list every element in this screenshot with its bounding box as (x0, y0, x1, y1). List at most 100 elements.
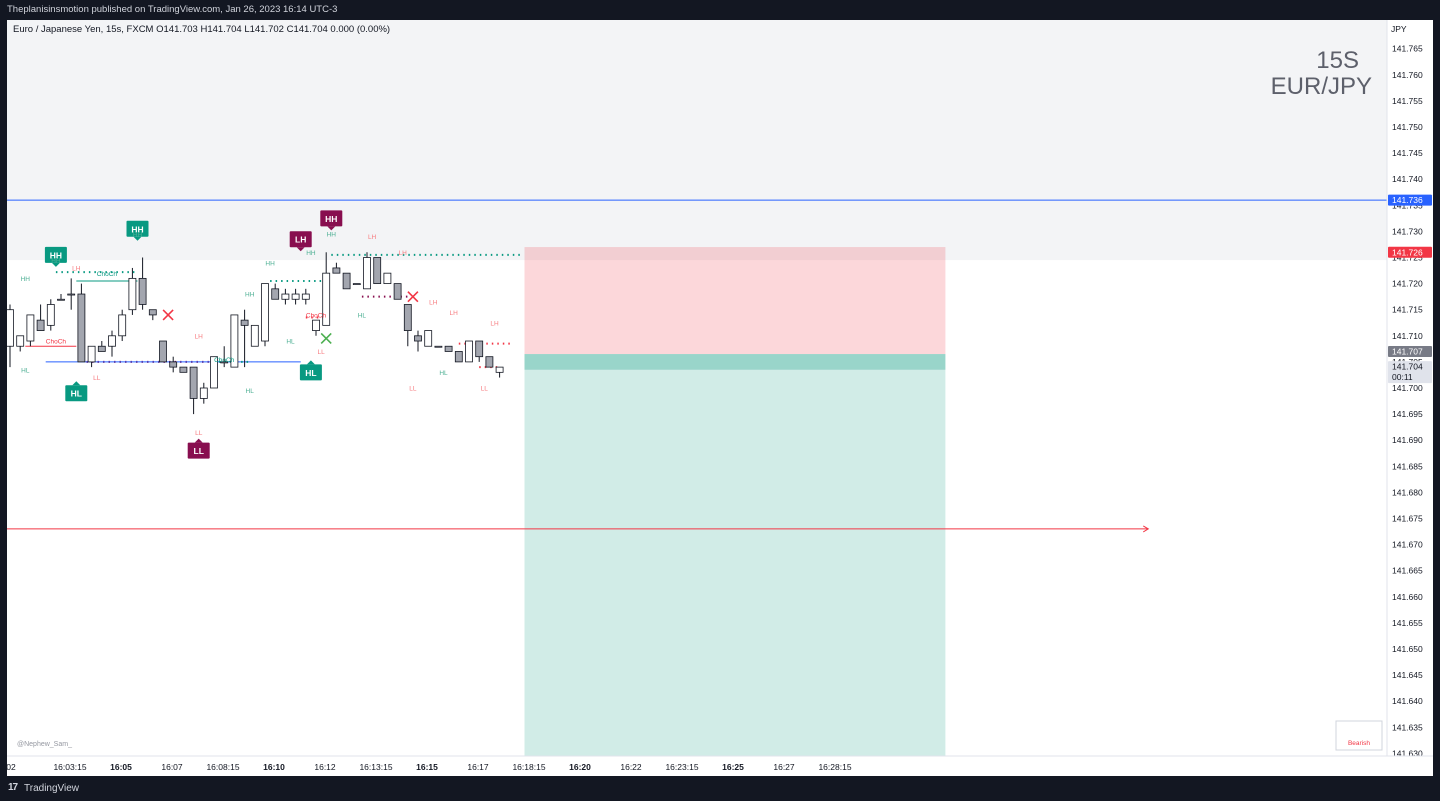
candle-body (352, 283, 361, 286)
badge-label: HH (50, 250, 62, 260)
candle[interactable] (495, 366, 504, 378)
candle[interactable] (138, 257, 147, 310)
price-chart[interactable]: HHHHHLLHHHHLLLHHHHHHHHHHHHHHLHLHLHLHLHLH… (7, 20, 1433, 776)
author-handle: @Nephew_Sam_ (17, 741, 72, 748)
candle[interactable] (332, 262, 341, 274)
price-axis[interactable] (1387, 20, 1433, 776)
y-tick-label: 141.635 (1392, 722, 1423, 732)
candle-body (7, 309, 14, 347)
candle-body (97, 345, 106, 352)
y-tick-label: 141.640 (1392, 696, 1423, 706)
candle[interactable] (169, 356, 178, 373)
swing-tag: HH (51, 258, 61, 265)
candle[interactable] (148, 309, 157, 321)
swing-tag: LH (72, 266, 81, 273)
candle-body (57, 298, 65, 301)
price-label-bg-0 (1388, 194, 1432, 206)
x-tick-label: 16:07 (161, 762, 183, 772)
candle-body (26, 314, 35, 342)
candle[interactable] (240, 309, 249, 368)
candle[interactable] (26, 314, 35, 347)
candle[interactable] (383, 272, 392, 285)
candle[interactable] (465, 340, 473, 363)
candle-body (403, 304, 412, 331)
swing-tag: LL (409, 386, 417, 393)
swing-tag: LH (490, 320, 499, 327)
candle-body (281, 293, 290, 300)
candle[interactable] (291, 288, 300, 305)
candle[interactable] (108, 330, 116, 357)
candle[interactable] (220, 346, 229, 368)
candle[interactable] (271, 283, 280, 300)
candle[interactable] (342, 272, 351, 290)
candle[interactable] (179, 366, 188, 373)
candle[interactable] (7, 304, 14, 368)
candle[interactable] (444, 345, 453, 352)
x-tick-label: 02 (7, 762, 16, 772)
candle[interactable] (128, 267, 137, 315)
badge-label: LL (194, 446, 204, 456)
candle[interactable] (393, 283, 402, 300)
x-tick-label: 16:23:15 (665, 762, 698, 772)
candle[interactable] (363, 252, 371, 290)
candle-body (261, 283, 269, 342)
badge-pointer-icon (296, 247, 305, 252)
candle-body (46, 304, 55, 326)
candle[interactable] (67, 278, 76, 310)
candle[interactable] (434, 345, 443, 348)
swing-tag: LL (317, 349, 325, 356)
candle-body (108, 335, 116, 347)
tradingview-brand: TradingView (24, 783, 80, 794)
candle-body (363, 257, 371, 290)
badge-bg (44, 246, 67, 263)
candle[interactable] (97, 341, 106, 352)
candle[interactable] (57, 294, 65, 301)
price-label: 141.707 (1392, 346, 1423, 356)
level-arrow-icon (1143, 525, 1150, 533)
candle[interactable] (352, 283, 361, 286)
candle[interactable] (36, 304, 45, 331)
badge-pointer-icon (133, 236, 142, 241)
candle[interactable] (261, 283, 269, 347)
candle[interactable] (281, 288, 290, 305)
swing-tag: ChoCh (97, 271, 118, 278)
candle[interactable] (250, 324, 259, 347)
swing-tag: LH (368, 234, 377, 241)
candle[interactable] (77, 283, 86, 363)
candle[interactable] (373, 257, 382, 285)
swing-tag: HH (21, 276, 31, 283)
candle[interactable] (301, 288, 310, 305)
candle[interactable] (454, 351, 463, 363)
candle[interactable] (87, 345, 96, 368)
candle[interactable] (46, 299, 55, 331)
candle[interactable] (475, 340, 484, 362)
candle[interactable] (322, 252, 331, 326)
candle[interactable] (485, 356, 494, 368)
candle[interactable] (118, 309, 127, 342)
swing-tag: ChoCh (306, 313, 327, 320)
candle-body (189, 366, 198, 399)
cross-icon (320, 332, 332, 344)
symbol-legend[interactable]: Euro / Japanese Yen, 15s, FXCM O141.703 … (13, 24, 390, 35)
candle[interactable] (159, 340, 167, 363)
candle[interactable] (199, 382, 208, 404)
candle[interactable] (210, 356, 218, 389)
candle[interactable] (16, 335, 25, 352)
swing-tag: HL (286, 339, 295, 346)
candle[interactable] (312, 319, 320, 336)
candle[interactable] (424, 330, 433, 347)
time-axis[interactable] (7, 756, 1433, 776)
y-tick-label: 141.630 (1392, 748, 1423, 758)
y-tick-label: 141.675 (1392, 513, 1423, 523)
badge-bg (187, 442, 210, 459)
y-tick-label: 141.665 (1392, 566, 1423, 576)
candle[interactable] (230, 314, 239, 368)
candle-body (465, 340, 473, 363)
swing-badge: LH (289, 231, 312, 252)
swing-tag: LL (195, 430, 203, 437)
candle-body (373, 257, 382, 285)
candle[interactable] (414, 330, 422, 352)
candle[interactable] (189, 366, 198, 415)
candle-body (271, 288, 280, 300)
candle[interactable] (403, 304, 412, 347)
